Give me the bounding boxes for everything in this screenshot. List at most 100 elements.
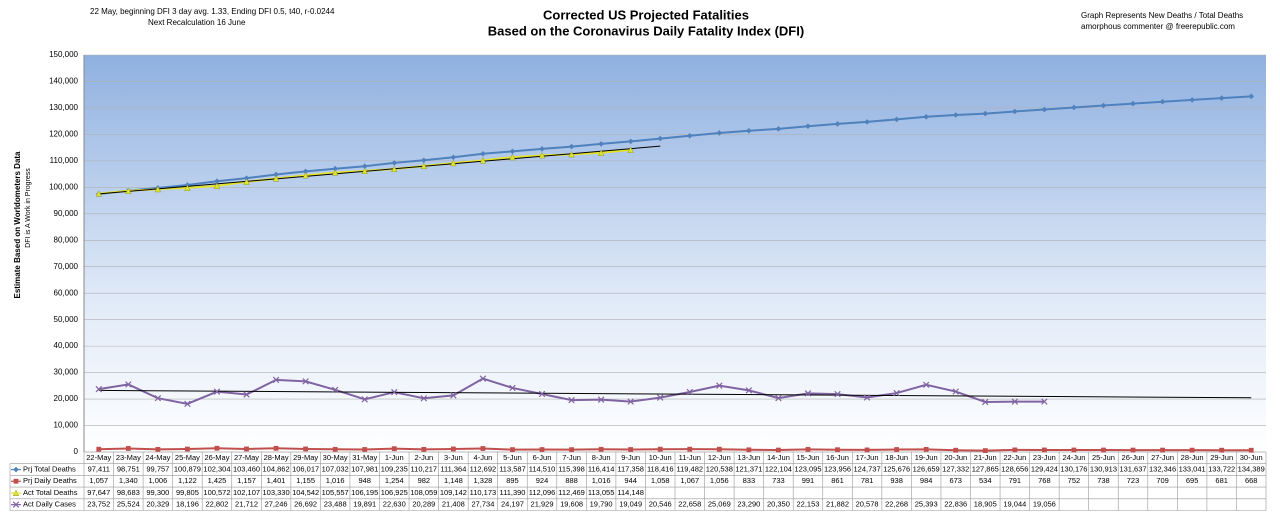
point [716, 382, 723, 389]
x-tick-label: 23-May [116, 453, 141, 462]
table-value: 102,304 [203, 465, 230, 474]
point [479, 157, 487, 164]
table-value: 27,734 [471, 500, 494, 509]
point [420, 395, 428, 402]
table-value: 1,148 [444, 476, 463, 485]
point [331, 169, 339, 176]
table-value: 129,424 [1031, 465, 1058, 474]
table-value: 27,246 [265, 500, 288, 509]
point [450, 159, 457, 167]
table-value: 107,032 [322, 465, 349, 474]
point [125, 446, 131, 451]
table-value: 120,538 [706, 465, 733, 474]
table-value: 833 [743, 476, 756, 485]
point [775, 126, 782, 132]
table-value: 23,290 [737, 500, 760, 509]
table-value: 107,981 [351, 465, 378, 474]
table-value: 128,656 [1001, 465, 1028, 474]
point [864, 447, 870, 453]
chart-title: Corrected US Projected Fatalities [543, 7, 749, 22]
x-tick-label: 26-Jun [1122, 453, 1145, 462]
point [835, 447, 840, 453]
x-tick-label: 11-Jun [679, 453, 701, 462]
table-value: 112,469 [558, 488, 585, 497]
point [480, 150, 486, 157]
point [509, 153, 516, 161]
point [243, 178, 250, 185]
point [863, 394, 871, 401]
table-value: 20,546 [649, 500, 672, 509]
y-tick-label: 0 [74, 447, 79, 456]
point [154, 185, 162, 193]
point [1012, 108, 1018, 115]
point [686, 388, 693, 396]
point [539, 146, 545, 152]
table-value: 781 [861, 476, 874, 485]
table-value: 105,557 [322, 488, 349, 497]
plot-area [84, 55, 1266, 452]
point [982, 448, 988, 453]
y-tick-label: 40,000 [54, 341, 79, 350]
point [213, 388, 221, 395]
x-tick-label: 22-Jun [1003, 453, 1026, 462]
x-tick-label: 7-Jun [562, 453, 581, 462]
x-tick-label: 2-Jun [414, 453, 433, 462]
x-tick-label: 17-Jun [856, 453, 879, 462]
x-tick-label: 18-Jun [885, 453, 908, 462]
table-value: 123,095 [794, 465, 821, 474]
point [1071, 104, 1077, 111]
table-value: 24,197 [501, 500, 524, 509]
point [746, 127, 752, 134]
x-tick-label: 24-May [145, 453, 170, 462]
point [303, 446, 309, 452]
point [834, 121, 841, 127]
table-value: 22,268 [885, 500, 908, 509]
table-value: 924 [536, 476, 549, 485]
point [184, 400, 191, 408]
point [686, 132, 693, 139]
table-value: 104,542 [292, 488, 319, 497]
table-value: 106,925 [381, 488, 408, 497]
table-value: 768 [1038, 476, 1051, 485]
point [1130, 100, 1136, 107]
table-value: 131,637 [1119, 465, 1146, 474]
point [302, 168, 309, 175]
point [657, 446, 663, 452]
table-value: 122,104 [765, 465, 792, 474]
table-value: 112,096 [529, 488, 556, 497]
x-tick-label: 27-May [234, 453, 259, 462]
point [331, 386, 339, 394]
point [923, 446, 929, 452]
y-tick-label: 10,000 [54, 421, 79, 430]
x-tick-label: 5-Jun [503, 453, 522, 462]
series-line [98, 95, 1252, 196]
point [272, 175, 280, 182]
point [154, 394, 162, 402]
table-value: 126,659 [913, 465, 940, 474]
table-value: 861 [831, 476, 844, 485]
table-value: 108,059 [410, 488, 437, 497]
table-value: 18,196 [176, 500, 199, 509]
point [509, 148, 516, 155]
table-value: 116,414 [588, 465, 615, 474]
point [1041, 106, 1048, 113]
table-value: 695 [1186, 476, 1199, 485]
note: 22 May, beginning DFI 3 day avg. 1.33, E… [90, 7, 335, 16]
table-value: 22,630 [383, 500, 406, 509]
x-tick-label: 26-May [204, 453, 229, 462]
point [391, 446, 397, 452]
point [420, 162, 428, 170]
table-value: 673 [949, 476, 962, 485]
point [775, 394, 782, 402]
point [716, 446, 722, 452]
point [894, 447, 900, 452]
table-value: 22,836 [944, 500, 967, 509]
x-tick-label: 31-May [352, 453, 377, 462]
point [982, 110, 989, 117]
table-value: 723 [1127, 476, 1140, 485]
table-value: 1,157 [237, 476, 256, 485]
point [746, 447, 752, 453]
point [538, 390, 546, 398]
point [450, 446, 456, 452]
table-value: 1,056 [710, 476, 729, 485]
